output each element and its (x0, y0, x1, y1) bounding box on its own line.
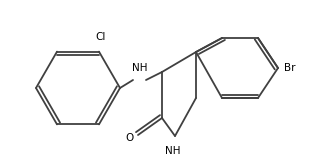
Text: NH: NH (165, 146, 181, 156)
Text: Br: Br (284, 63, 295, 73)
Text: Cl: Cl (96, 32, 106, 42)
Text: O: O (126, 133, 134, 143)
Text: NH: NH (132, 63, 148, 73)
